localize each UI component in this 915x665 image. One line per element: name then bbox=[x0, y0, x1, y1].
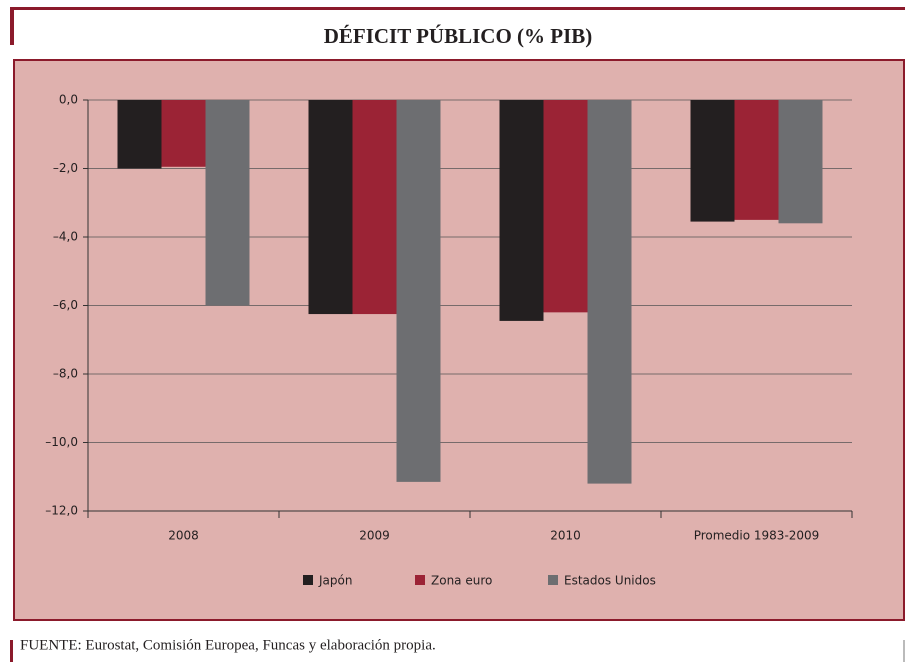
bar bbox=[734, 100, 779, 220]
x-tick-label: Promedio 1983-2009 bbox=[694, 529, 820, 543]
bar bbox=[778, 100, 823, 224]
bar bbox=[308, 100, 353, 315]
source: FUENTE: Eurostat, Comisión Europea, Func… bbox=[20, 637, 436, 653]
right-rule bbox=[903, 640, 905, 662]
y-tick-label: –8,0 bbox=[53, 367, 78, 381]
source-rule bbox=[10, 640, 13, 662]
bar bbox=[690, 100, 735, 222]
chart-title: DÉFICIT PÚBLICO (% PIB) bbox=[324, 24, 593, 48]
legend-label: Japón bbox=[318, 574, 352, 588]
bar bbox=[117, 100, 162, 169]
top-rule bbox=[10, 7, 905, 10]
bar bbox=[543, 100, 588, 313]
y-tick-label: 0,0 bbox=[59, 93, 78, 107]
legend-swatch bbox=[303, 575, 313, 585]
bar bbox=[396, 100, 441, 482]
left-rule bbox=[10, 7, 14, 45]
y-tick-label: –4,0 bbox=[53, 230, 78, 244]
x-tick-label: 2010 bbox=[550, 529, 581, 543]
bar bbox=[161, 100, 206, 167]
legend-label: Zona euro bbox=[431, 574, 492, 588]
bar bbox=[499, 100, 544, 321]
x-tick-label: 2008 bbox=[168, 529, 199, 543]
legend-swatch bbox=[415, 575, 425, 585]
legend-label: Estados Unidos bbox=[564, 574, 656, 588]
bar bbox=[587, 100, 632, 484]
legend-swatch bbox=[548, 575, 558, 585]
y-tick-label: –10,0 bbox=[45, 435, 78, 449]
x-tick-label: 2009 bbox=[359, 529, 390, 543]
bar bbox=[352, 100, 397, 315]
y-tick-label: –6,0 bbox=[53, 298, 78, 312]
y-tick-label: –12,0 bbox=[45, 504, 78, 518]
bar bbox=[205, 100, 250, 306]
y-tick-label: –2,0 bbox=[53, 161, 78, 175]
